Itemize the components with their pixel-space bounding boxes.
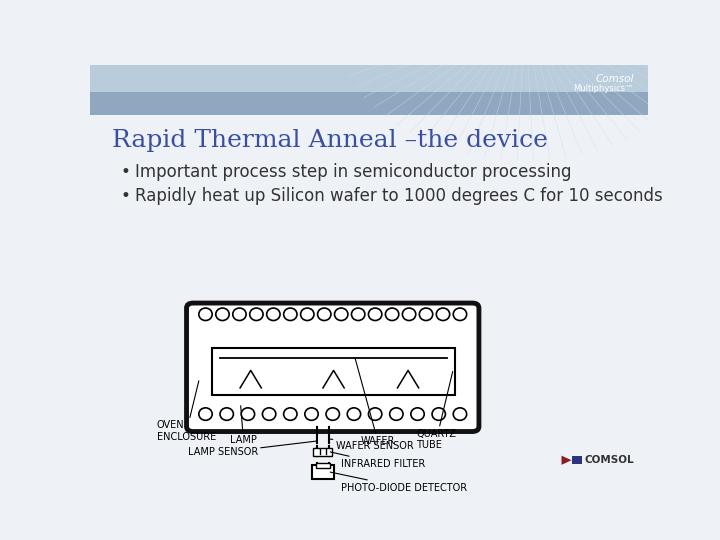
Text: WAFER: WAFER <box>355 358 395 446</box>
Ellipse shape <box>284 308 297 321</box>
Ellipse shape <box>436 308 450 321</box>
Text: Rapidly heat up Silicon wafer to 1000 degrees C for 10 seconds: Rapidly heat up Silicon wafer to 1000 de… <box>135 187 662 205</box>
Ellipse shape <box>220 408 233 420</box>
FancyBboxPatch shape <box>186 303 479 431</box>
Ellipse shape <box>199 408 212 420</box>
Bar <box>315 463 330 468</box>
Text: •: • <box>121 163 130 180</box>
Text: •: • <box>121 187 130 205</box>
Ellipse shape <box>284 408 297 420</box>
FancyBboxPatch shape <box>90 65 648 92</box>
Text: Multiphysics™: Multiphysics™ <box>574 84 634 93</box>
Ellipse shape <box>262 408 276 420</box>
Text: Comsol: Comsol <box>595 75 634 84</box>
Ellipse shape <box>241 408 255 420</box>
Ellipse shape <box>351 308 365 321</box>
Text: LAMP: LAMP <box>230 406 257 445</box>
Ellipse shape <box>369 308 382 321</box>
Ellipse shape <box>454 308 467 321</box>
Text: PHOTO-DIODE DETECTOR: PHOTO-DIODE DETECTOR <box>330 472 467 492</box>
Text: QUARTZ
TUBE: QUARTZ TUBE <box>416 372 456 450</box>
Ellipse shape <box>419 308 433 321</box>
Ellipse shape <box>318 308 331 321</box>
Text: LAMP SENSOR: LAMP SENSOR <box>188 441 316 457</box>
Ellipse shape <box>335 308 348 321</box>
Ellipse shape <box>199 308 212 321</box>
Ellipse shape <box>432 408 446 420</box>
Ellipse shape <box>250 308 263 321</box>
Bar <box>313 448 333 456</box>
Text: WAFER SENSOR: WAFER SENSOR <box>330 439 413 451</box>
Ellipse shape <box>266 308 280 321</box>
Ellipse shape <box>402 308 415 321</box>
Ellipse shape <box>233 308 246 321</box>
Text: OVEN
ENCLOSURE: OVEN ENCLOSURE <box>157 381 216 442</box>
Ellipse shape <box>411 408 424 420</box>
Ellipse shape <box>454 408 467 420</box>
Bar <box>212 348 456 395</box>
Text: COMSOL: COMSOL <box>585 455 634 465</box>
Ellipse shape <box>390 408 403 420</box>
Polygon shape <box>562 456 572 465</box>
Ellipse shape <box>216 308 229 321</box>
Ellipse shape <box>347 408 361 420</box>
Text: Important process step in semiconductor processing: Important process step in semiconductor … <box>135 163 571 180</box>
Bar <box>312 465 334 480</box>
Ellipse shape <box>385 308 399 321</box>
Ellipse shape <box>326 408 339 420</box>
Text: INFRARED FILTER: INFRARED FILTER <box>330 452 426 469</box>
Ellipse shape <box>369 408 382 420</box>
Text: Rapid Thermal Anneal –the device: Rapid Thermal Anneal –the device <box>112 129 548 152</box>
Ellipse shape <box>305 408 318 420</box>
FancyBboxPatch shape <box>90 92 648 114</box>
Ellipse shape <box>300 308 314 321</box>
Bar <box>572 456 582 464</box>
